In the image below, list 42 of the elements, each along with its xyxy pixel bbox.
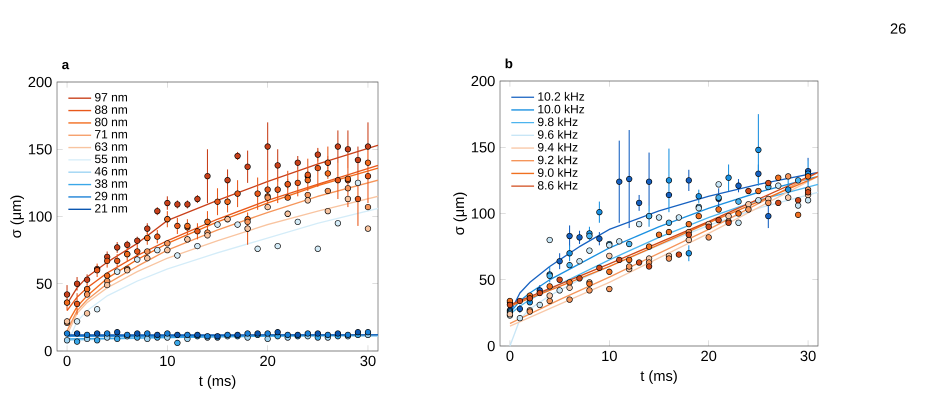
legend-label: 9.8 kHz [538,117,578,126]
legend-label: 10.2 kHz [538,92,584,101]
y-axis-title: σ (μm) [10,196,24,238]
x-axis-title: t (ms) [640,370,677,384]
legend-label: 9.2 kHz [538,155,578,164]
legend-label: 88 nm [94,105,127,114]
legend-label: 8.6 kHz [538,180,578,190]
legend-label: 9.6 kHz [538,130,578,139]
y-tick-label: 200 [472,76,495,86]
x-tick-label: 20 [701,350,716,362]
chart-title: b [506,58,512,68]
legend-label: 46 nm [94,167,127,176]
x-tick-label: 10 [160,356,175,366]
y-tick-label: 150 [472,142,495,152]
legend-label: 97 nm [95,92,127,102]
y-tick-label: 200 [28,76,52,88]
y-axis-title: σ (μm) [453,192,467,235]
legend-label: 9.4 kHz [538,142,578,152]
x-axis-title: t (ms) [199,375,236,389]
legend-label: 55 nm [94,154,127,164]
x-tick-label: 20 [260,356,276,366]
x-tick-label: 10 [602,350,617,362]
text: 26 [890,23,906,34]
x-tick-label: 0 [506,350,514,362]
y-tick-label: 150 [28,144,52,154]
y-tick-label: 100 [472,208,495,219]
legend-label: 29 nm [95,192,127,200]
x-tick-label: 0 [64,356,71,366]
legend-label: 10.0 kHz [538,104,584,114]
y-tick-label: 100 [28,211,52,222]
y-tick-label: 50 [36,278,52,289]
y-tick-label: 50 [480,274,495,285]
legend-label: 80 nm [94,118,127,126]
legend-label: 38 nm [94,179,127,188]
y-tick-label: 0 [488,340,495,352]
legend-label: 9.0 kHz [538,168,578,177]
x-tick-label: 30 [360,356,376,366]
legend-label: 21 nm [95,204,127,213]
legend-label: 63 nm [95,142,127,151]
x-tick-label: 30 [800,350,816,362]
chart-title: a [62,62,70,70]
legend-label: 71 nm [95,130,127,138]
